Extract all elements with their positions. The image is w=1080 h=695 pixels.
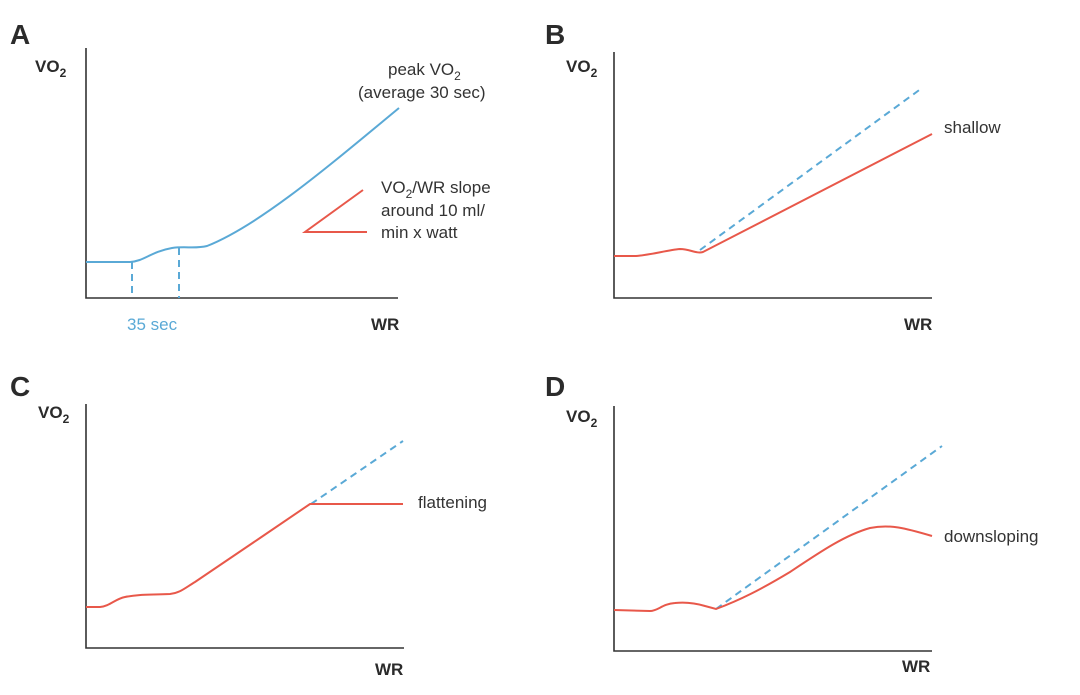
- curve-label-downsloping: downsloping: [944, 527, 1039, 546]
- panel-letter-d: D: [545, 371, 565, 402]
- expected-slope-line-d: [715, 445, 943, 610]
- x-axis-label-c: WR: [375, 660, 403, 679]
- panel-letter-a: A: [10, 19, 30, 50]
- x-axis-label-a: WR: [371, 315, 399, 334]
- axes-b: [613, 52, 932, 299]
- panel-letter-b: B: [545, 19, 565, 50]
- axes-a: [85, 48, 398, 299]
- curve-label-flattening: flattening: [418, 493, 487, 512]
- peak-vo2-average-label: (average 30 sec): [358, 83, 486, 102]
- slope-label-line3: min x watt: [381, 223, 458, 242]
- x-axis-label-b: WR: [904, 315, 932, 334]
- y-axis-label-c: VO2: [38, 403, 70, 426]
- x-axis-label-d: WR: [902, 657, 930, 676]
- peak-vo2-label: peak VO2: [388, 60, 461, 83]
- slope-label-line1: VO2/WR slope: [381, 178, 491, 201]
- expected-slope-line-c: [310, 440, 404, 505]
- curve-label-shallow: shallow: [944, 118, 1001, 137]
- expected-slope-line-b: [699, 87, 923, 251]
- vo2-curve-d: [613, 525, 933, 613]
- vo2-curve-c: [86, 503, 403, 608]
- y-axis-label-a: VO2: [35, 57, 67, 80]
- y-axis-label-d: VO2: [566, 407, 598, 430]
- panel-a: A VO2 WR 35 sec peak VO2 (average 30 sec…: [10, 19, 491, 334]
- axes-c: [85, 404, 404, 649]
- y-axis-label-b: VO2: [566, 57, 598, 80]
- panel-b: B VO2 WR shallow: [545, 19, 1001, 334]
- vo2-curve-b: [614, 133, 933, 257]
- vo2-curve-a: [86, 107, 400, 263]
- panel-c: C VO2 WR flattening: [10, 371, 487, 679]
- slope-label-line2: around 10 ml/: [381, 201, 485, 220]
- axes-d: [613, 406, 932, 652]
- slope-triangle-icon: [301, 189, 367, 233]
- interval-label: 35 sec: [127, 315, 178, 334]
- panel-letter-c: C: [10, 371, 30, 402]
- panel-d: D VO2 WR downsloping: [545, 371, 1039, 676]
